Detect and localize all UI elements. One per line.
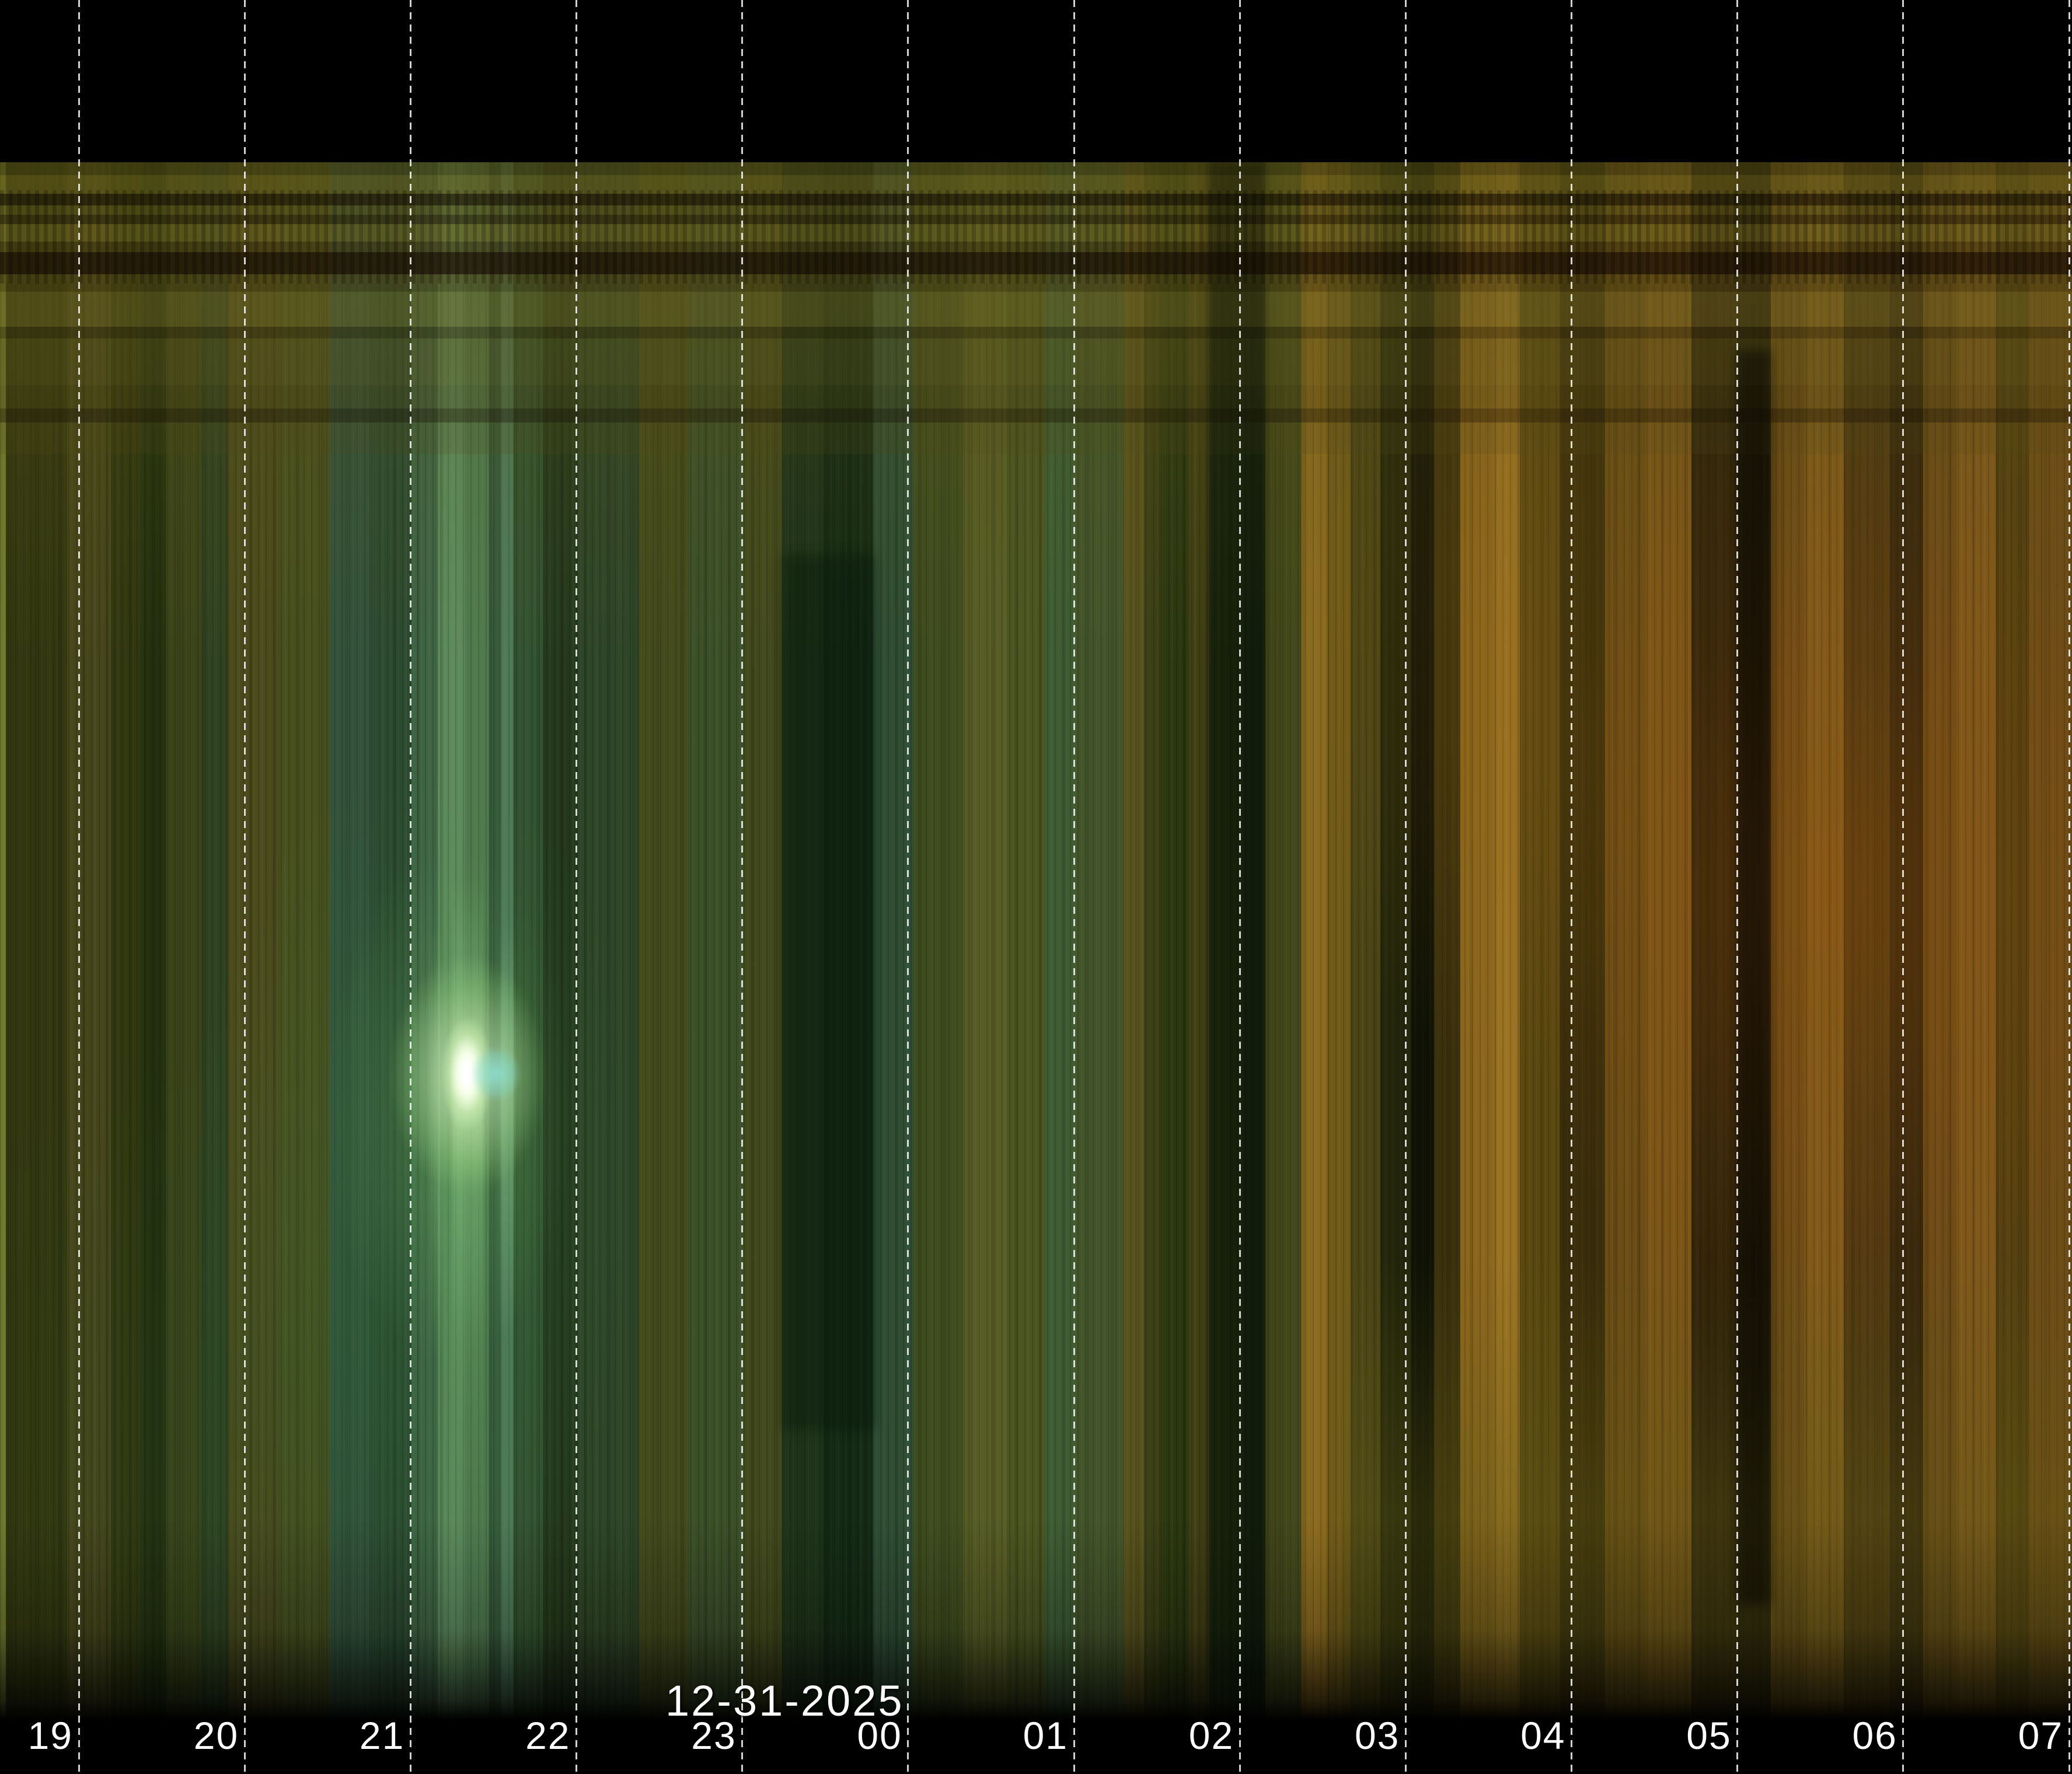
hour-gridline	[1571, 0, 1573, 1774]
hour-tick-label: 20	[193, 1714, 239, 1757]
hour-tick-label: 07	[2018, 1714, 2064, 1757]
green-airglow-region	[0, 162, 2072, 1719]
keogram-column-field	[0, 162, 2072, 1719]
amber-cloud-region	[0, 162, 2072, 1719]
dark-band-3	[1736, 350, 1771, 1605]
hour-gridline	[1902, 0, 1904, 1774]
hour-tick-label: 06	[1852, 1714, 1897, 1757]
bright-object-cyan-flare	[467, 1039, 531, 1109]
vertical-streak-texture	[0, 162, 2072, 1719]
twilight-horizon-band	[0, 162, 2072, 454]
horizon-band-texture	[0, 190, 2072, 284]
upper-sky-olive-tint	[0, 162, 2072, 664]
hour-gridline	[1239, 0, 1241, 1774]
hour-gridline	[78, 0, 80, 1774]
hour-tick-label: 21	[359, 1714, 405, 1757]
hour-tick-label: 03	[1354, 1714, 1400, 1757]
hour-gridline	[907, 0, 909, 1774]
dark-band-2	[1208, 162, 1267, 1679]
bottom-right-olive-tint	[1342, 1255, 2072, 1719]
bright-object-streak-left	[431, 922, 442, 1366]
hour-tick-label: 02	[1188, 1714, 1234, 1757]
hour-tick-label: 04	[1520, 1714, 1566, 1757]
bottom-fade	[0, 1517, 2072, 1720]
hour-tick-label: 22	[525, 1714, 571, 1757]
hour-tick-label: 01	[1023, 1714, 1069, 1757]
hour-tick-label: 00	[857, 1714, 902, 1757]
hour-gridline	[1404, 0, 1407, 1774]
hour-gridline	[409, 0, 411, 1774]
hour-tick-label: 19	[27, 1714, 73, 1757]
hour-tick-label: 05	[1686, 1714, 1732, 1757]
hour-gridline	[741, 0, 744, 1774]
dark-band-1	[782, 554, 875, 1430]
hour-gridline	[1073, 0, 1075, 1774]
bright-object-halo	[362, 910, 578, 1260]
hour-tick-label: 23	[691, 1714, 737, 1757]
hour-gridline	[575, 0, 577, 1774]
bright-object-streak-right	[500, 922, 515, 1342]
bright-object-core	[441, 1015, 493, 1132]
date-label: 12-31-2025	[665, 1677, 904, 1725]
hour-gridline	[243, 0, 246, 1774]
bright-object-streak	[453, 875, 483, 1517]
hour-gridline	[1736, 0, 1739, 1774]
hour-gridline	[2068, 0, 2070, 1774]
